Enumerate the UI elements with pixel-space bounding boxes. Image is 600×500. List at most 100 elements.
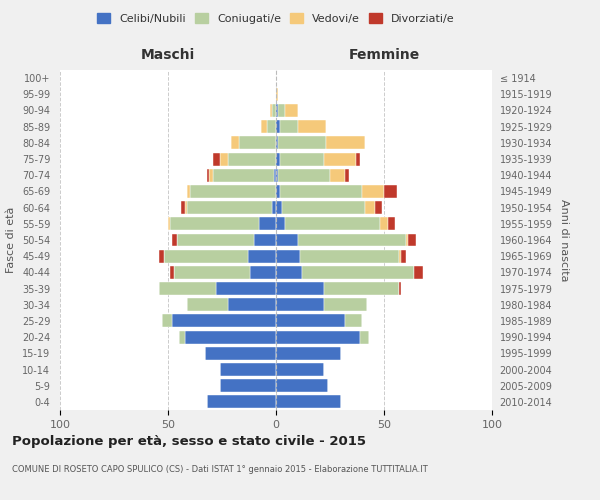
Bar	[269, 104, 272, 117]
Bar	[278, 104, 284, 117]
Bar	[284, 104, 298, 117]
Bar	[276, 185, 280, 198]
Bar	[220, 379, 276, 392]
Text: Femmine: Femmine	[349, 48, 419, 62]
Bar	[168, 218, 170, 230]
Bar	[229, 298, 276, 311]
Bar	[181, 201, 185, 214]
Text: Popolazione per età, sesso e stato civile - 2015: Popolazione per età, sesso e stato civil…	[12, 435, 366, 448]
Bar	[160, 282, 215, 295]
Bar	[268, 120, 276, 133]
Bar	[278, 136, 326, 149]
Bar	[298, 120, 326, 133]
Bar	[326, 136, 365, 149]
Bar	[170, 266, 175, 279]
Bar	[160, 250, 164, 262]
Bar	[280, 152, 323, 166]
Bar	[345, 314, 362, 328]
Bar	[185, 330, 276, 344]
Bar	[280, 185, 362, 198]
Bar	[261, 120, 268, 133]
Bar	[187, 201, 272, 214]
Bar	[229, 152, 276, 166]
Bar	[302, 266, 414, 279]
Bar	[365, 201, 376, 214]
Bar	[276, 330, 360, 344]
Bar	[276, 314, 345, 328]
Bar	[207, 396, 276, 408]
Text: Maschi: Maschi	[141, 48, 195, 62]
Bar	[272, 201, 276, 214]
Bar	[161, 314, 172, 328]
Bar	[362, 185, 384, 198]
Bar	[276, 266, 302, 279]
Bar	[401, 250, 406, 262]
Bar	[172, 314, 276, 328]
Y-axis label: Anni di nascita: Anni di nascita	[559, 198, 569, 281]
Bar	[388, 218, 395, 230]
Bar	[248, 250, 276, 262]
Bar	[276, 201, 283, 214]
Bar	[414, 266, 423, 279]
Bar	[323, 152, 356, 166]
Bar	[207, 169, 209, 181]
Bar	[276, 88, 278, 101]
Bar	[274, 169, 276, 181]
Bar	[323, 282, 399, 295]
Bar	[300, 250, 399, 262]
Bar	[276, 379, 328, 392]
Legend: Celibi/Nubili, Coniugati/e, Vedovi/e, Divorziati/e: Celibi/Nubili, Coniugati/e, Vedovi/e, Di…	[95, 10, 457, 26]
Bar	[356, 152, 360, 166]
Bar	[276, 298, 323, 311]
Bar	[276, 104, 278, 117]
Bar	[323, 298, 367, 311]
Bar	[190, 185, 276, 198]
Bar	[214, 152, 220, 166]
Bar	[176, 234, 254, 246]
Bar	[172, 234, 176, 246]
Bar	[276, 152, 280, 166]
Bar	[164, 250, 248, 262]
Bar	[399, 250, 401, 262]
Bar	[345, 169, 349, 181]
Bar	[283, 201, 365, 214]
Bar	[185, 201, 187, 214]
Bar	[276, 347, 341, 360]
Bar	[239, 136, 276, 149]
Bar	[272, 104, 276, 117]
Bar	[205, 347, 276, 360]
Bar	[360, 330, 369, 344]
Bar	[408, 234, 416, 246]
Bar	[276, 282, 323, 295]
Bar	[220, 363, 276, 376]
Bar	[298, 234, 406, 246]
Bar	[278, 169, 330, 181]
Bar	[330, 169, 345, 181]
Y-axis label: Fasce di età: Fasce di età	[7, 207, 16, 273]
Bar	[276, 169, 278, 181]
Bar	[276, 136, 278, 149]
Bar	[276, 250, 300, 262]
Bar	[230, 136, 239, 149]
Bar	[209, 169, 214, 181]
Bar	[187, 185, 190, 198]
Bar	[399, 282, 401, 295]
Bar	[175, 266, 250, 279]
Bar	[254, 234, 276, 246]
Bar	[284, 218, 380, 230]
Bar	[187, 298, 229, 311]
Bar	[276, 218, 284, 230]
Bar	[220, 152, 229, 166]
Text: COMUNE DI ROSETO CAPO SPULICO (CS) - Dati ISTAT 1° gennaio 2015 - Elaborazione T: COMUNE DI ROSETO CAPO SPULICO (CS) - Dat…	[12, 465, 428, 474]
Bar	[280, 120, 298, 133]
Bar	[276, 234, 298, 246]
Bar	[259, 218, 276, 230]
Bar	[376, 201, 382, 214]
Bar	[215, 282, 276, 295]
Bar	[276, 120, 280, 133]
Bar	[276, 396, 341, 408]
Bar	[406, 234, 408, 246]
Bar	[276, 363, 323, 376]
Bar	[179, 330, 185, 344]
Bar	[250, 266, 276, 279]
